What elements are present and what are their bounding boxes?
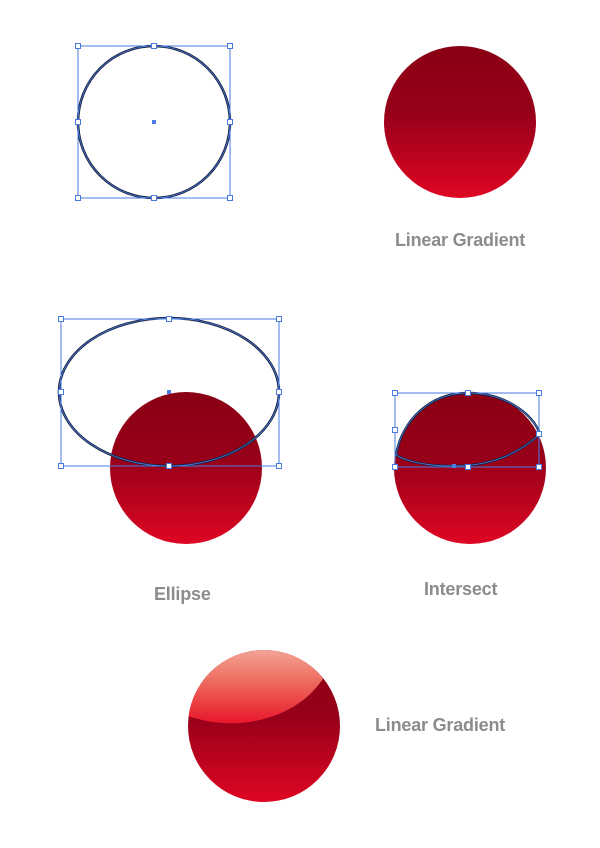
caption-ellipse: Ellipse [154,584,211,604]
intersect-path-highlight [395,392,541,467]
bounding-box-handles[interactable] [58,316,282,469]
anchor-point [452,464,456,468]
bounding-box-handles[interactable] [392,390,542,470]
caption-linear-gradient-bottom: Linear Gradient [375,715,506,735]
bounding-box-handles[interactable] [75,43,233,201]
caption-intersect: Intersect [424,579,498,599]
center-point [152,120,156,124]
gradient-circle [110,392,262,544]
gradient-circle [384,46,536,198]
ellipse-step-group [57,316,282,544]
glossy-circle-group [188,650,340,802]
center-point [167,390,171,394]
caption-linear-gradient-top: Linear Gradient [395,230,526,250]
intersect-step-group [392,390,546,544]
outlined-circle-group [75,43,233,201]
